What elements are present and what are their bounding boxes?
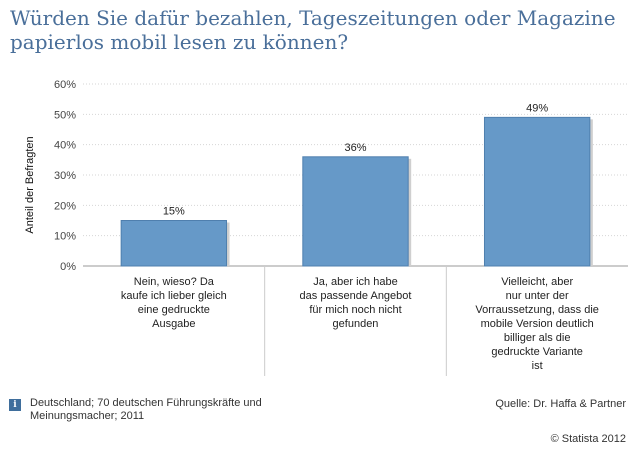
x-category-label: Vorraussetzung, dass die — [475, 304, 599, 316]
chart-title: Würden Sie dafür bezahlen, Tageszeitunge… — [10, 6, 616, 54]
x-category-label: Nein, wieso? Da — [134, 276, 215, 288]
bar-value-label: 15% — [163, 206, 185, 218]
bar — [483, 116, 591, 267]
x-category-label: nur unter der — [506, 290, 569, 302]
source-label: Quelle: Dr. Haffa & Partner — [495, 398, 626, 410]
x-category-label: Ausgabe — [152, 318, 195, 330]
footer-note: Deutschland; 70 deutschen Führungskräfte… — [30, 397, 262, 422]
bar-value-label: 36% — [344, 142, 366, 154]
bar — [120, 220, 228, 267]
y-tick-label: 20% — [54, 200, 76, 212]
y-tick-label: 30% — [54, 170, 76, 182]
y-tick-label: 0% — [60, 261, 76, 273]
x-category-label: das passende Angebot — [300, 290, 412, 302]
x-category-label: mobile Version deutlich — [481, 318, 594, 330]
y-tick-label: 10% — [54, 231, 76, 243]
y-axis-label: Anteil der Befragten — [24, 136, 36, 233]
y-tick-label: 40% — [54, 140, 76, 152]
y-tick-label: 50% — [54, 109, 76, 121]
bar-value-label: 49% — [526, 102, 548, 114]
x-category-label: Vielleicht, aber — [501, 276, 573, 288]
x-category-label: eine gedruckte — [138, 304, 210, 316]
x-category-label: billiger als die — [504, 332, 571, 344]
x-category-label: ist — [532, 360, 543, 372]
y-tick-label: 60% — [54, 79, 76, 91]
x-category-label: gefunden — [333, 318, 379, 330]
x-category-label: Ja, aber ich habe — [313, 276, 397, 288]
x-category-label: für mich noch nicht — [309, 304, 401, 316]
x-category-label: kaufe ich lieber gleich — [121, 290, 227, 302]
bar — [302, 156, 409, 267]
info-icon[interactable]: i — [9, 399, 21, 411]
copyright-label: © Statista 2012 — [550, 433, 626, 445]
x-category-label: gedruckte Variante — [491, 346, 583, 358]
